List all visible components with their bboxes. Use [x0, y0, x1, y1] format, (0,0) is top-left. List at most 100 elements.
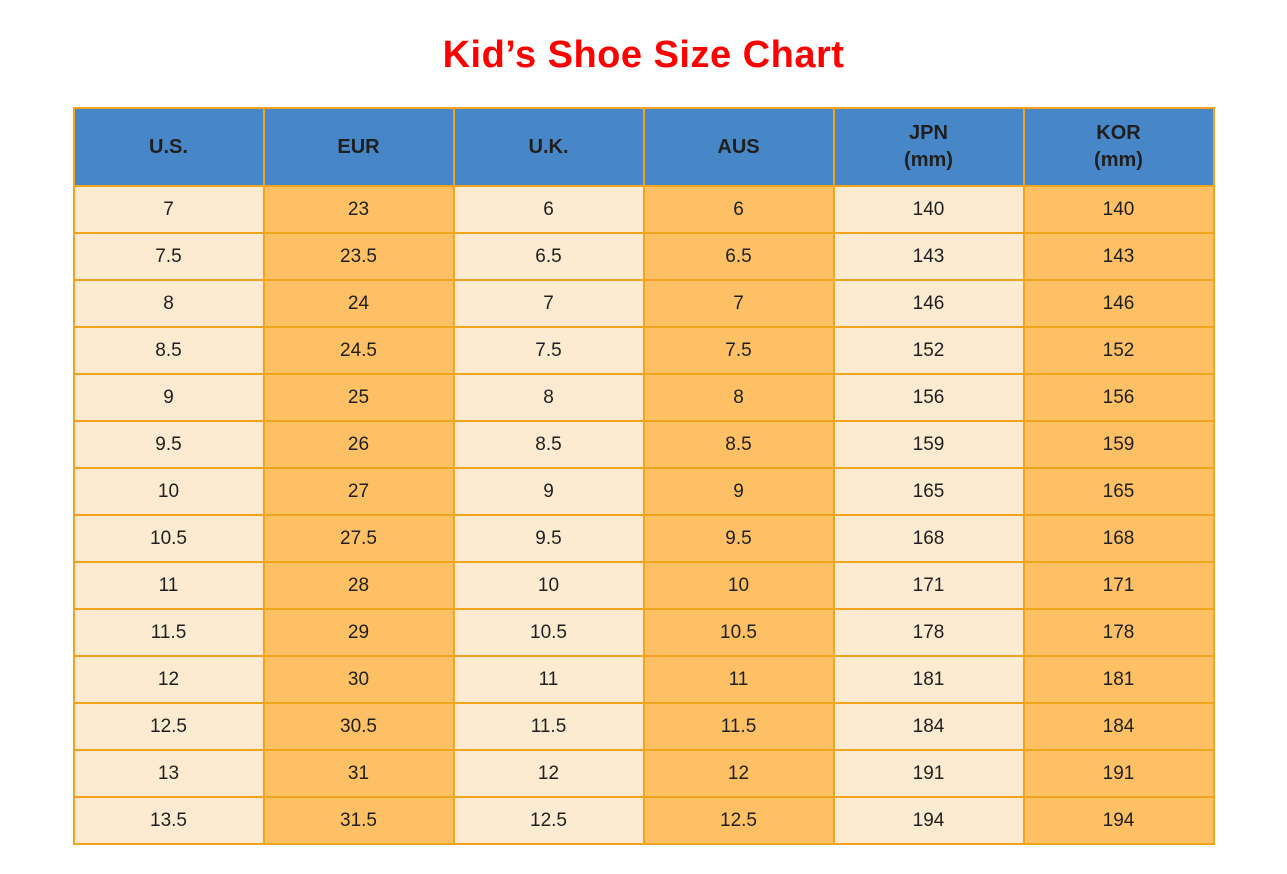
header-row: U.S. EUR U.K. AUS JPN (mm) KOR (mm) — [72, 107, 1215, 187]
cell-eur: 30 — [262, 655, 455, 704]
cell-us: 8.5 — [72, 326, 265, 375]
cell-uk: 12 — [452, 749, 645, 798]
cell-eur: 28 — [262, 561, 455, 610]
cell-eur: 23.5 — [262, 232, 455, 281]
table-row: 12.5 30.5 11.5 11.5 184 184 — [72, 702, 1215, 751]
cell-aus: 11.5 — [642, 702, 835, 751]
table-row: 12 30 11 11 181 181 — [72, 655, 1215, 704]
table-row: 11 28 10 10 171 171 — [72, 561, 1215, 610]
cell-kor: 140 — [1022, 185, 1215, 234]
cell-kor: 168 — [1022, 514, 1215, 563]
column-header-label: JPN — [909, 122, 948, 144]
cell-eur: 25 — [262, 373, 455, 422]
cell-us: 10.5 — [72, 514, 265, 563]
cell-uk: 9.5 — [452, 514, 645, 563]
cell-jpn: 159 — [832, 420, 1025, 469]
cell-jpn: 178 — [832, 608, 1025, 657]
cell-eur: 30.5 — [262, 702, 455, 751]
column-header-label: U.S. — [149, 135, 188, 158]
cell-jpn: 165 — [832, 467, 1025, 516]
cell-jpn: 146 — [832, 279, 1025, 328]
column-header-unit: (mm) — [904, 149, 953, 171]
cell-kor: 194 — [1022, 796, 1215, 845]
cell-aus: 8 — [642, 373, 835, 422]
cell-us: 13.5 — [72, 796, 265, 845]
cell-us: 8 — [72, 279, 265, 328]
cell-uk: 9 — [452, 467, 645, 516]
cell-aus: 12.5 — [642, 796, 835, 845]
cell-uk: 6 — [452, 185, 645, 234]
cell-kor: 146 — [1022, 279, 1215, 328]
cell-aus: 11 — [642, 655, 835, 704]
column-header-jpn: JPN (mm) — [832, 107, 1025, 187]
cell-kor: 156 — [1022, 373, 1215, 422]
table-row: 11.5 29 10.5 10.5 178 178 — [72, 608, 1215, 657]
table-body: 7 23 6 6 140 140 7.5 23.5 6.5 6.5 143 143 8 24 7 7 146 14… — [72, 185, 1215, 845]
cell-aus: 7 — [642, 279, 835, 328]
cell-uk: 8.5 — [452, 420, 645, 469]
cell-aus: 9.5 — [642, 514, 835, 563]
column-header-eur: EUR — [262, 107, 455, 187]
column-header-label: KOR — [1096, 122, 1141, 144]
cell-jpn: 156 — [832, 373, 1025, 422]
table-row: 7.5 23.5 6.5 6.5 143 143 — [72, 232, 1215, 281]
cell-jpn: 181 — [832, 655, 1025, 704]
cell-us: 7.5 — [72, 232, 265, 281]
table-row: 9 25 8 8 156 156 — [72, 373, 1215, 422]
cell-aus: 9 — [642, 467, 835, 516]
cell-jpn: 194 — [832, 796, 1025, 845]
table-row: 10 27 9 9 165 165 — [72, 467, 1215, 516]
table-row: 13 31 12 12 191 191 — [72, 749, 1215, 798]
table-row: 13.5 31.5 12.5 12.5 194 194 — [72, 796, 1215, 845]
cell-us: 7 — [72, 185, 265, 234]
column-header-kor: KOR (mm) — [1022, 107, 1215, 187]
cell-eur: 23 — [262, 185, 455, 234]
table-row: 7 23 6 6 140 140 — [72, 185, 1215, 234]
column-header-aus: AUS — [642, 107, 835, 187]
table-row: 9.5 26 8.5 8.5 159 159 — [72, 420, 1215, 469]
cell-eur: 31.5 — [262, 796, 455, 845]
shoe-size-table: U.S. EUR U.K. AUS JPN (mm) KOR (mm) 7 23 6 6 140 140… — [72, 107, 1215, 845]
cell-jpn: 184 — [832, 702, 1025, 751]
table-row: 8 24 7 7 146 146 — [72, 279, 1215, 328]
table-row: 8.5 24.5 7.5 7.5 152 152 — [72, 326, 1215, 375]
cell-us: 11.5 — [72, 608, 265, 657]
column-header-unit: (mm) — [1094, 149, 1143, 171]
cell-uk: 10 — [452, 561, 645, 610]
cell-kor: 181 — [1022, 655, 1215, 704]
column-header-us: U.S. — [72, 107, 265, 187]
cell-aus: 7.5 — [642, 326, 835, 375]
cell-us: 12.5 — [72, 702, 265, 751]
cell-eur: 27.5 — [262, 514, 455, 563]
cell-jpn: 171 — [832, 561, 1025, 610]
column-header-label: U.K. — [528, 135, 569, 158]
cell-uk: 8 — [452, 373, 645, 422]
cell-us: 13 — [72, 749, 265, 798]
cell-eur: 24.5 — [262, 326, 455, 375]
cell-jpn: 168 — [832, 514, 1025, 563]
cell-kor: 171 — [1022, 561, 1215, 610]
column-header-uk: U.K. — [452, 107, 645, 187]
cell-eur: 24 — [262, 279, 455, 328]
cell-us: 9 — [72, 373, 265, 422]
cell-aus: 6 — [642, 185, 835, 234]
cell-uk: 6.5 — [452, 232, 645, 281]
cell-uk: 7.5 — [452, 326, 645, 375]
cell-jpn: 143 — [832, 232, 1025, 281]
cell-kor: 152 — [1022, 326, 1215, 375]
cell-us: 9.5 — [72, 420, 265, 469]
cell-us: 11 — [72, 561, 265, 610]
column-header-label: EUR — [337, 135, 380, 158]
cell-eur: 27 — [262, 467, 455, 516]
cell-aus: 8.5 — [642, 420, 835, 469]
cell-uk: 10.5 — [452, 608, 645, 657]
cell-eur: 31 — [262, 749, 455, 798]
cell-uk: 11 — [452, 655, 645, 704]
cell-eur: 29 — [262, 608, 455, 657]
cell-uk: 12.5 — [452, 796, 645, 845]
cell-kor: 165 — [1022, 467, 1215, 516]
cell-eur: 26 — [262, 420, 455, 469]
cell-aus: 10 — [642, 561, 835, 610]
cell-aus: 10.5 — [642, 608, 835, 657]
cell-kor: 143 — [1022, 232, 1215, 281]
